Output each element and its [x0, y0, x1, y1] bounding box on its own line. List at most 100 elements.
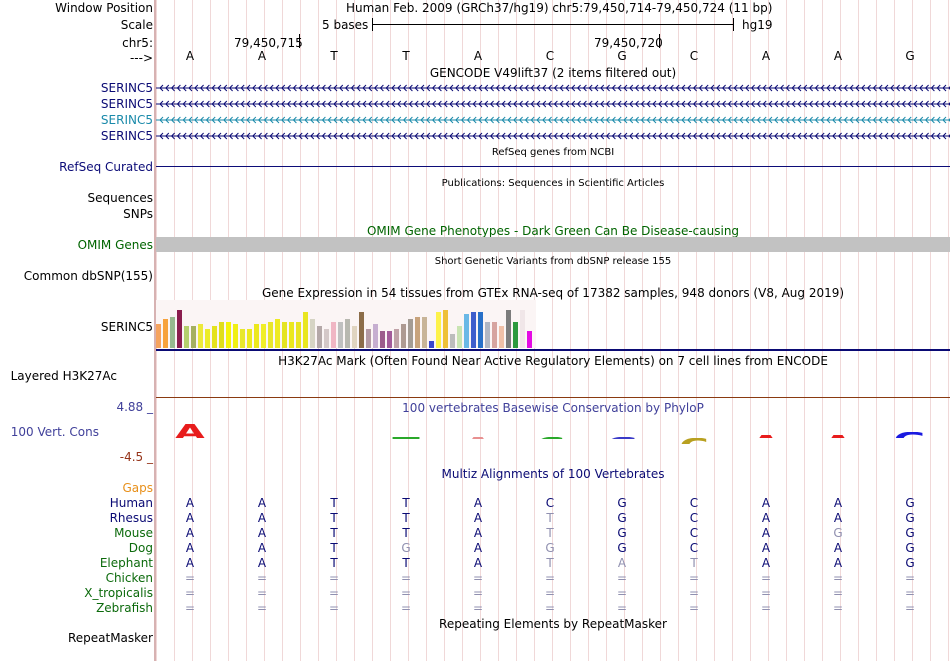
species-label-rhesus[interactable]: Rhesus: [109, 511, 153, 525]
gtex-tissue-bar[interactable]: [240, 329, 245, 348]
gene-label-serinc5-3[interactable]: SERINC5: [100, 113, 153, 127]
species-label-x_tropicalis[interactable]: X_tropicalis: [84, 586, 153, 600]
gtex-expression-chart[interactable]: [156, 300, 536, 348]
gtex-tissue-bar[interactable]: [394, 329, 399, 348]
gtex-tissue-bar[interactable]: [380, 331, 385, 348]
gtex-tissue-bar[interactable]: [499, 326, 504, 348]
species-label-chicken[interactable]: Chicken: [105, 571, 153, 585]
gtex-tissue-bar[interactable]: [310, 319, 315, 348]
gtex-tissue-bar[interactable]: [464, 314, 469, 348]
gtex-tissue-bar[interactable]: [422, 317, 427, 348]
gene-model-serinc5-3[interactable]: [156, 116, 950, 124]
gtex-tissue-bar[interactable]: [366, 329, 371, 348]
gtex-tissue-bar[interactable]: [170, 317, 175, 348]
gene-label-serinc5-4[interactable]: SERINC5: [100, 129, 153, 143]
gtex-tissue-bar[interactable]: [415, 317, 420, 348]
gtex-tissue-bar[interactable]: [324, 329, 329, 348]
sequences-label[interactable]: Sequences: [87, 191, 153, 205]
gtex-gene-label[interactable]: SERINC5: [100, 320, 153, 334]
gtex-tissue-bar[interactable]: [205, 329, 210, 348]
species-label-zebrafish[interactable]: Zebrafish: [96, 601, 153, 615]
gtex-tissue-bar[interactable]: [303, 312, 308, 348]
gtex-tissue-bar[interactable]: [331, 322, 336, 348]
gtex-tissue-bar[interactable]: [478, 312, 483, 348]
gtex-tissue-bar[interactable]: [527, 331, 532, 348]
common-dbsnp-label[interactable]: Common dbSNP(155): [23, 269, 153, 283]
gtex-tissue-bar[interactable]: [254, 324, 259, 348]
gtex-tissue-bar[interactable]: [261, 324, 266, 348]
gtex-tissue-bar[interactable]: [191, 326, 196, 348]
strand-chevron: [617, 132, 622, 140]
refseq-curated-label[interactable]: RefSeq Curated: [59, 160, 153, 174]
phylop-track-title[interactable]: 100 vertebrates Basewise Conservation by…: [402, 401, 704, 415]
species-label-elephant[interactable]: Elephant: [99, 556, 153, 570]
gtex-tissue-bar[interactable]: [373, 324, 378, 348]
omim-track-title[interactable]: OMIM Gene Phenotypes - Dark Green Can Be…: [366, 224, 740, 238]
species-label-dog[interactable]: Dog: [128, 541, 153, 555]
gene-model-serinc5-1[interactable]: [156, 84, 950, 92]
gtex-tissue-bar[interactable]: [506, 310, 511, 348]
gtex-tissue-bar[interactable]: [520, 310, 525, 348]
gtex-tissue-bar[interactable]: [352, 326, 357, 348]
chr-label[interactable]: chr5:: [122, 36, 153, 50]
gtex-tissue-bar[interactable]: [317, 326, 322, 348]
snps-label[interactable]: SNPs: [123, 207, 153, 221]
gtex-tissue-bar[interactable]: [450, 334, 455, 348]
gtex-tissue-bar[interactable]: [429, 341, 434, 348]
gtex-tissue-bar[interactable]: [471, 312, 476, 348]
aligned-base: C: [545, 496, 555, 510]
strand-chevron: [199, 116, 204, 124]
gtex-tissue-bar[interactable]: [492, 322, 497, 348]
gtex-tissue-bar[interactable]: [282, 322, 287, 348]
gtex-tissue-bar[interactable]: [156, 324, 161, 348]
gencode-track-title[interactable]: GENCODE V49lift37 (2 items filtered out): [429, 66, 677, 80]
gene-label-serinc5-2[interactable]: SERINC5: [100, 97, 153, 111]
species-label-mouse[interactable]: Mouse: [114, 526, 153, 540]
gtex-tissue-bar[interactable]: [212, 326, 217, 348]
repeatmasker-track-title[interactable]: Repeating Elements by RepeatMasker: [439, 617, 667, 631]
gtex-track-title[interactable]: Gene Expression in 54 tissues from GTEx …: [261, 286, 845, 300]
gtex-tissue-bar[interactable]: [338, 322, 343, 348]
gtex-tissue-bar[interactable]: [436, 312, 441, 348]
omim-genes-label[interactable]: OMIM Genes: [77, 238, 153, 252]
multiz-track-title[interactable]: Multiz Alignments of 100 Vertebrates: [441, 467, 665, 481]
gtex-tissue-bar[interactable]: [163, 319, 168, 348]
gtex-tissue-bar[interactable]: [198, 324, 203, 348]
refseq-gene-line[interactable]: [156, 166, 950, 167]
strand-arrow-label[interactable]: --->: [129, 51, 153, 65]
repeatmasker-label[interactable]: RepeatMasker: [67, 631, 153, 645]
layered-h3k27ac-label[interactable]: Layered H3K27Ac: [10, 369, 117, 383]
gtex-tissue-bar[interactable]: [296, 322, 301, 348]
strand-chevron: [907, 116, 912, 124]
gtex-tissue-bar[interactable]: [177, 310, 182, 348]
gtex-tissue-bar[interactable]: [289, 322, 294, 348]
dbsnp-track-title[interactable]: Short Genetic Variants from dbSNP releas…: [434, 256, 672, 267]
strand-chevron: [727, 84, 732, 92]
gtex-tissue-bar[interactable]: [401, 324, 406, 348]
gtex-tissue-bar[interactable]: [233, 324, 238, 348]
gtex-tissue-bar[interactable]: [219, 322, 224, 348]
gene-model-serinc5-2[interactable]: [156, 100, 950, 108]
gtex-tissue-bar[interactable]: [387, 331, 392, 348]
refseq-track-title[interactable]: RefSeq genes from NCBI: [491, 147, 615, 158]
gtex-tissue-bar[interactable]: [359, 312, 364, 348]
gtex-tissue-bar[interactable]: [184, 326, 189, 348]
gtex-tissue-bar[interactable]: [247, 329, 252, 348]
gtex-tissue-bar[interactable]: [408, 319, 413, 348]
publications-track-title[interactable]: Publications: Sequences in Scientific Ar…: [441, 178, 665, 189]
gtex-tissue-bar[interactable]: [226, 322, 231, 348]
gene-label-serinc5-1[interactable]: SERINC5: [100, 81, 153, 95]
gtex-tissue-bar[interactable]: [268, 322, 273, 348]
vert-cons-label[interactable]: 100 Vert. Cons: [10, 425, 99, 439]
gtex-tissue-bar[interactable]: [275, 319, 280, 348]
gtex-tissue-bar[interactable]: [345, 319, 350, 348]
gtex-tissue-bar[interactable]: [443, 310, 448, 348]
species-label-human[interactable]: Human: [109, 496, 153, 510]
gene-model-serinc5-4[interactable]: [156, 132, 950, 140]
h3k27ac-track-title[interactable]: H3K27Ac Mark (Often Found Near Active Re…: [278, 354, 828, 368]
gtex-tissue-bar[interactable]: [513, 322, 518, 348]
gtex-tissue-bar[interactable]: [457, 326, 462, 348]
phylop-logo-row[interactable]: ATACGCAAG: [0, 424, 950, 448]
omim-phenotype-bar[interactable]: [156, 237, 950, 252]
gtex-tissue-bar[interactable]: [485, 322, 490, 348]
